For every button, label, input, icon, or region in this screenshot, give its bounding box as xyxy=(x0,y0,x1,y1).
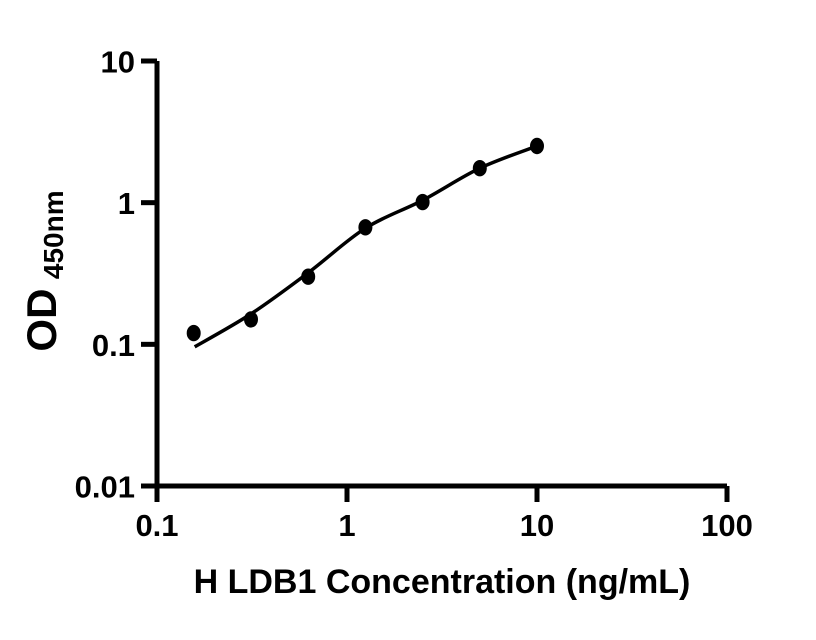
x-tick-label: 10 xyxy=(520,508,554,543)
data-point-marker xyxy=(530,137,544,155)
data-point-marker xyxy=(358,219,373,236)
x-tick-label: 100 xyxy=(701,508,753,543)
x-axis-title: H LDB1 Concentration (ng/mL) xyxy=(194,563,691,601)
data-point-marker xyxy=(244,311,258,328)
x-tick-label: 1 xyxy=(338,508,355,543)
y-tick-label: 10 xyxy=(101,45,135,80)
y-axis-title: OD 450nm xyxy=(18,190,69,351)
data-point-marker xyxy=(415,193,430,211)
y-axis-title-main: OD xyxy=(18,289,65,352)
y-tick-label: 1 xyxy=(118,186,135,221)
data-point-marker xyxy=(472,160,487,177)
y-tick-label: 0.1 xyxy=(92,328,135,363)
data-point-marker xyxy=(301,268,316,285)
y-axis-title-sub: 450nm xyxy=(38,190,69,279)
y-tick-label: 0.01 xyxy=(75,470,135,505)
axis-spine xyxy=(154,61,727,489)
data-point-marker xyxy=(186,324,201,342)
x-tick-label: 0.1 xyxy=(135,508,178,543)
